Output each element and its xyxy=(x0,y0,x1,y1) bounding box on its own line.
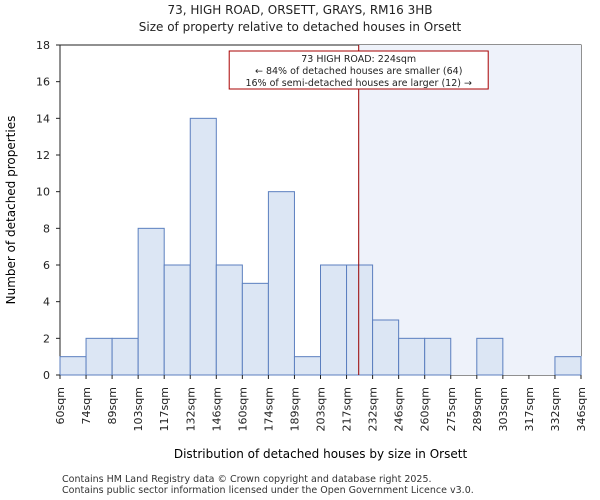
histogram-bar xyxy=(372,319,400,376)
x-tick-label: 217sqm xyxy=(341,387,354,431)
histogram-bar xyxy=(241,282,269,376)
x-tick-label: 203sqm xyxy=(315,387,328,431)
y-axis-label: Number of detached properties xyxy=(4,116,18,305)
histogram-chart: 0 2 4 6 8 10 12 14 16 18 60sqm 74sqm 89sqm 103sqm 117… xyxy=(4,39,588,461)
histogram-bar xyxy=(59,356,87,376)
annotation-line: 16% of semi-detached houses are larger (… xyxy=(245,78,472,89)
y-tick-label: 2 xyxy=(43,332,50,345)
histogram-bar xyxy=(424,337,452,376)
histogram-bar xyxy=(85,337,113,376)
chart-subtitle: Size of property relative to detached ho… xyxy=(138,20,462,34)
histogram-bar xyxy=(163,264,191,376)
y-tick-label: 12 xyxy=(36,149,50,162)
histogram-bar xyxy=(215,264,243,376)
histogram-bar xyxy=(554,356,582,376)
x-tick-label: 275sqm xyxy=(445,387,458,431)
x-tick-label: 303sqm xyxy=(497,387,510,431)
histogram-bar xyxy=(293,356,322,376)
histogram-bar xyxy=(476,337,504,376)
x-tick-label: 346sqm xyxy=(575,387,588,431)
x-tick-label: 174sqm xyxy=(262,387,275,431)
x-axis-label: Distribution of detached houses by size … xyxy=(174,447,468,461)
histogram-bar xyxy=(398,337,426,376)
y-tick-label: 10 xyxy=(36,186,50,199)
x-tick-label: 332sqm xyxy=(549,387,562,431)
x-tick-label: 60sqm xyxy=(54,387,67,424)
y-tick-label: 8 xyxy=(43,222,50,235)
histogram-bar xyxy=(111,337,139,376)
annotation-line: 73 HIGH ROAD: 224sqm xyxy=(301,54,416,65)
histogram-bar xyxy=(346,264,374,376)
x-tick-label: 160sqm xyxy=(236,387,249,431)
x-tick-label: 117sqm xyxy=(158,387,171,431)
x-tick-label: 74sqm xyxy=(80,387,93,424)
annotation-box xyxy=(228,50,489,90)
x-tick-label: 103sqm xyxy=(132,387,145,431)
x-tick-label: 317sqm xyxy=(523,387,536,431)
footer-licence: Contains public sector information licen… xyxy=(62,485,474,496)
x-tick-label: 132sqm xyxy=(184,387,197,431)
y-tick-label: 16 xyxy=(36,76,50,89)
histogram-bar xyxy=(137,227,165,376)
y-tick-label: 0 xyxy=(43,369,50,382)
y-tick-label: 14 xyxy=(36,112,50,125)
x-tick-label: 189sqm xyxy=(288,387,301,431)
x-tick-label: 146sqm xyxy=(210,387,223,431)
y-tick-label: 6 xyxy=(43,259,50,272)
x-tick-label: 246sqm xyxy=(393,387,406,431)
histogram-bar xyxy=(189,117,217,376)
annotation-line: ← 84% of detached houses are smaller (64… xyxy=(255,66,462,77)
x-tick-label: 260sqm xyxy=(419,387,432,431)
x-tick-label: 232sqm xyxy=(367,387,380,431)
histogram-bar xyxy=(267,191,295,376)
chart-title-address: 73, HIGH ROAD, ORSETT, GRAYS, RM16 3HB xyxy=(167,3,433,17)
footer-copyright: Contains HM Land Registry data © Crown c… xyxy=(62,474,432,485)
y-tick-label: 18 xyxy=(36,39,50,52)
x-tick-label: 289sqm xyxy=(471,387,484,431)
y-tick-label: 4 xyxy=(43,296,50,309)
x-tick-label: 89sqm xyxy=(106,387,119,424)
histogram-bar xyxy=(320,264,348,376)
